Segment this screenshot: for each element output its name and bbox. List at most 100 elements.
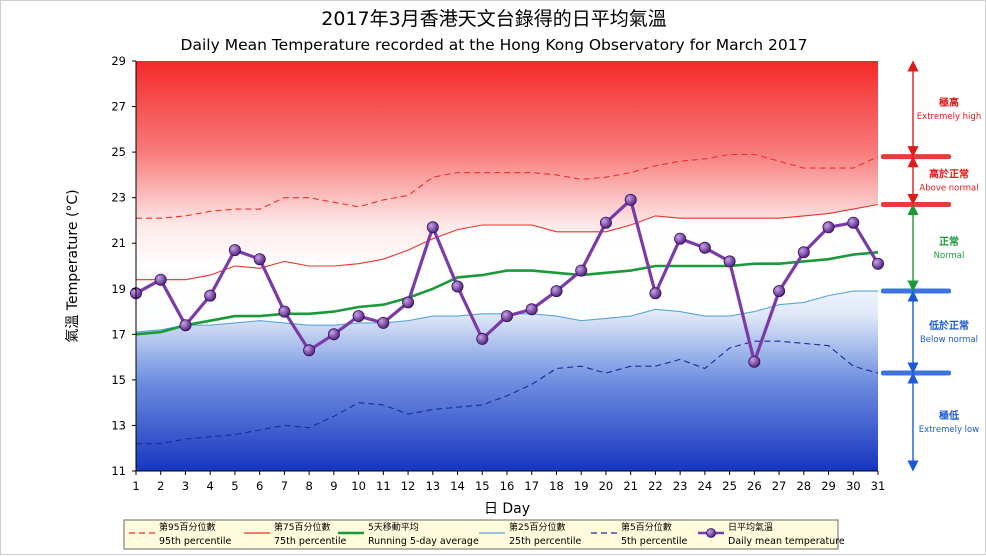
x-tick-label: 28 [796, 479, 811, 493]
x-tick-label: 15 [475, 479, 490, 493]
legend-box [123, 519, 839, 550]
y-tick-label: 13 [111, 418, 126, 432]
daily-point [352, 310, 365, 323]
band-indicators: 極高 Extremely high 高於正常 Above normal 正常 Normal… [881, 60, 981, 472]
series-line-p5 [136, 340, 879, 445]
series-layer [129, 153, 885, 445]
legend-label-en: Running 5-day average [368, 536, 479, 547]
daily-point [451, 280, 464, 293]
daily-point [377, 316, 390, 329]
x-tick-label: 16 [500, 479, 515, 493]
y-tick-label: 29 [111, 54, 126, 68]
x-tick-label: 18 [549, 479, 564, 493]
x-tick-label: 1 [132, 479, 139, 493]
y-tick-label: 21 [111, 236, 126, 250]
series-line-p95 [136, 153, 879, 219]
daily-point [426, 221, 439, 234]
band-label-en: Above normal [919, 184, 978, 194]
daily-point [599, 216, 612, 229]
daily-point [847, 216, 860, 229]
daily-point [179, 319, 192, 332]
x-tick-label: 9 [330, 479, 337, 493]
x-tick-label: 29 [821, 479, 836, 493]
band-label-en: Below normal [920, 335, 978, 345]
y-tick-label: 15 [111, 373, 126, 387]
legend: 第95百分位數 95th percentile 第75百分位數 75th percen… [123, 519, 845, 550]
y-tick-label: 19 [111, 282, 126, 296]
x-tick-label: 27 [772, 479, 787, 493]
legend-label-zh: 5天移動平均 [368, 521, 419, 533]
y-tick-label: 11 [111, 464, 126, 478]
x-tick-label: 22 [648, 479, 663, 493]
band-label-zh: 高於正常 [929, 168, 969, 181]
x-tick-label: 23 [673, 479, 688, 493]
series-line-p75 [136, 203, 879, 281]
series-line-avg5 [135, 251, 879, 336]
legend-label-zh: 第5百分位數 [621, 521, 672, 533]
x-tick-label: 6 [256, 479, 263, 493]
normal-band [136, 204, 878, 333]
x-tick-label: 10 [351, 479, 366, 493]
daily-point [698, 241, 711, 254]
x-tick-label: 11 [376, 479, 391, 493]
band-separator [881, 202, 951, 207]
band-separator [881, 288, 951, 294]
daily-point [550, 285, 563, 298]
legend-label-en: 5th percentile [621, 536, 687, 547]
band-label-en: Extremely low [919, 425, 979, 435]
x-tick-label: 19 [574, 479, 589, 493]
x-tick-label: 14 [450, 479, 465, 493]
band-label-en: Extremely high [917, 112, 981, 122]
daily-point [303, 344, 316, 357]
legend-label-zh: 第95百分位數 [159, 521, 215, 533]
daily-point [624, 193, 637, 206]
legend-label-zh: 第75百分位數 [274, 521, 330, 533]
legend-label-zh: 第25百分位數 [509, 521, 565, 533]
y-tick-label: 25 [111, 145, 126, 159]
x-tick-label: 26 [747, 479, 762, 493]
daily-point [476, 332, 489, 345]
legend-marker-daily [706, 528, 716, 538]
daily-point [204, 289, 217, 302]
x-tick-label: 7 [281, 479, 288, 493]
band-label-zh: 極高 [939, 96, 959, 109]
x-tick-label: 8 [305, 479, 312, 493]
daily-point [327, 328, 340, 341]
band-separator [881, 154, 951, 160]
daily-point [822, 221, 835, 234]
daily-point [525, 303, 538, 316]
band-separator [881, 370, 951, 376]
legend-label-en: 25th percentile [509, 536, 582, 547]
daily-point [402, 296, 415, 309]
band-label-zh: 極低 [939, 409, 959, 422]
x-tick-label: 3 [182, 479, 189, 493]
daily-point [278, 305, 291, 318]
y-tick-label: 23 [111, 191, 126, 205]
y-tick-label: 17 [111, 327, 126, 341]
daily-point [575, 264, 588, 277]
daily-point [674, 232, 687, 245]
x-tick-label: 30 [846, 479, 861, 493]
legend-label-en: Daily mean temperature [728, 536, 845, 547]
daily-point [253, 253, 266, 266]
legend-label-en: 95th percentile [159, 536, 232, 547]
x-tick-label: 20 [599, 479, 614, 493]
y-axis-label: 氣溫 Temperature (°C) [65, 189, 81, 342]
x-tick-label: 25 [722, 479, 737, 493]
legend-label-zh: 日平均氣溫 [728, 521, 773, 533]
x-tick-label: 4 [207, 479, 214, 493]
daily-point [723, 255, 736, 268]
x-tick-label: 21 [623, 479, 638, 493]
daily-point [649, 287, 662, 300]
daily-point [748, 355, 761, 368]
x-tick-label: 13 [425, 479, 440, 493]
x-axis-label: 日 Day [484, 501, 530, 517]
chart-title-zh: 2017年3月香港天文台錄得的日平均氣溫 [321, 8, 666, 30]
band-label-en: Normal [934, 251, 965, 261]
daily-point [797, 246, 810, 259]
daily-point [228, 244, 241, 257]
x-tick-label: 5 [231, 479, 238, 493]
